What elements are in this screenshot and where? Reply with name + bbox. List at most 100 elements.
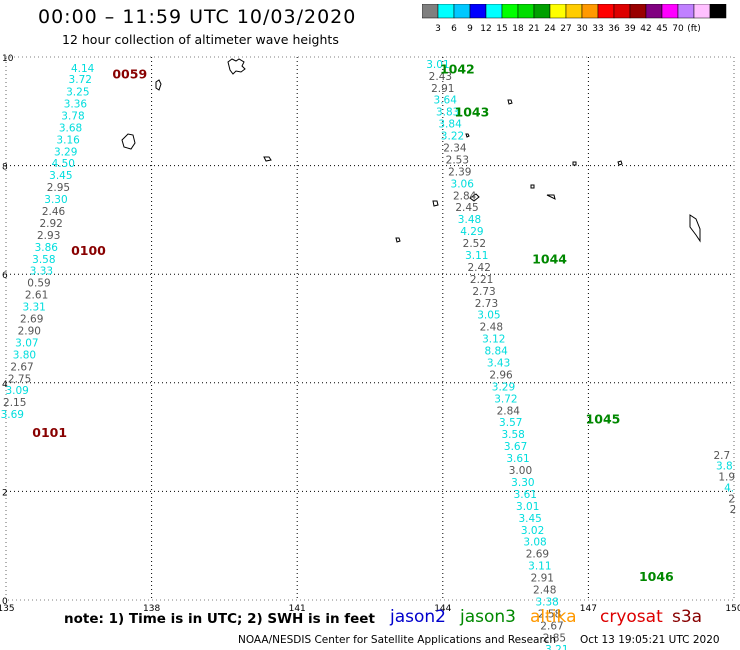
wave-height-label: 2.69 (20, 314, 43, 326)
y-tick-label: 8 (2, 163, 8, 173)
footer-note: note: 1) Time is in UTC; 2) SWH is in fe… (64, 611, 375, 627)
coastline (507, 99, 513, 105)
wave-height-label: 3.78 (61, 110, 84, 122)
credit-text: NOAA/NESDIS Center for Satellite Applica… (238, 634, 556, 646)
x-tick-label: 141 (289, 604, 306, 614)
wave-height-label: 2.53 (446, 154, 469, 166)
wave-height-label: 0.59 (27, 278, 50, 290)
satellite-legend-item: jason3 (460, 607, 516, 627)
wave-height-label: 3.08 (523, 537, 546, 549)
coastline (689, 214, 701, 243)
wave-height-label: 4. (724, 482, 734, 494)
colorbar-label: 70 (672, 24, 684, 34)
x-tick-label: 144 (434, 604, 451, 614)
wave-height-label: 4.14 (71, 63, 95, 75)
coastline (121, 133, 136, 150)
wave-height-label: 3.07 (15, 337, 38, 349)
coastline (227, 58, 246, 75)
wave-height-label: 3.00 (509, 465, 532, 477)
wave-height-label: 3.80 (13, 349, 36, 361)
wave-height-label: 3.58 (501, 429, 524, 441)
wave-height-label: 3.16 (56, 134, 80, 146)
wave-height-label: 2.67 (10, 361, 33, 373)
wave-height-label: 3.12 (482, 334, 505, 346)
colorbar-label: 27 (560, 24, 571, 34)
wave-height-label: 3.45 (518, 513, 541, 525)
chart-title: 00:00 – 11:59 UTC 10/03/2020 (38, 6, 357, 28)
coastline (432, 200, 439, 207)
wave-height-label: 3.83 (436, 107, 459, 119)
wave-height-label: 2.15 (3, 397, 26, 409)
coastline (469, 193, 480, 202)
wave-height-label: 2.39 (448, 166, 471, 178)
x-tick-label: 147 (580, 604, 597, 614)
wave-height-label: 2 (728, 493, 735, 505)
wave-height-label: 3.22 (441, 131, 464, 143)
wave-height-label: 3.21 (545, 644, 568, 650)
wave-height-label: 3.38 (535, 596, 558, 608)
satellite-legend-item: cryosat (600, 607, 663, 627)
track-time-label: 1046 (639, 569, 674, 584)
x-tick-label: 150 (725, 604, 740, 614)
colorbar-label: 3 (435, 24, 441, 34)
colorbar-label: (ft) (687, 24, 701, 34)
wave-height-label: 2.75 (8, 373, 31, 385)
wave-height-label: 3.68 (59, 122, 82, 134)
wave-height-label: 3.43 (487, 358, 510, 370)
wave-height-label: 2.46 (42, 206, 66, 218)
wave-height-label: 3.61 (506, 453, 529, 465)
coastline (155, 79, 162, 91)
wave-height-label: 2.61 (25, 290, 48, 302)
wave-height-label: 2.96 (489, 369, 513, 381)
x-tick-label: 135 (0, 604, 15, 614)
colorbar-label: 30 (576, 24, 588, 34)
wave-height-label: 3.48 (458, 214, 481, 226)
colorbar-label: 36 (608, 24, 620, 34)
track-time-label: 1045 (586, 412, 621, 427)
wave-height-label: 3.72 (69, 74, 92, 86)
wave-height-label: 3.84 (438, 119, 462, 131)
track-time-label: 0100 (71, 243, 106, 258)
track-time-label: 0059 (112, 67, 147, 82)
wave-height-label: 2.69 (526, 549, 549, 561)
coastline (617, 160, 623, 166)
track-time-label: 1044 (532, 251, 567, 266)
wave-height-label: 3.29 (54, 146, 77, 158)
wave-height-label: 3.06 (451, 178, 475, 190)
satellite-legend-item: altika (530, 607, 577, 627)
plot-frame (5, 56, 735, 601)
wave-height-label: 4.29 (460, 226, 483, 238)
wave-height-label: 2.91 (431, 83, 454, 95)
y-tick-label: 6 (2, 271, 8, 281)
wave-height-label: 3.61 (514, 489, 537, 501)
wave-height-label: 2.42 (468, 262, 491, 274)
track-time-label: 1043 (455, 105, 490, 120)
track-time-label: 0101 (32, 425, 67, 440)
wave-height-label: 1.9 (718, 472, 735, 484)
wave-height-label: 2.91 (531, 573, 554, 585)
wave-height-label: 3.25 (66, 87, 89, 99)
wave-height-label: 8.84 (484, 346, 508, 358)
wave-height-label: 3.01 (516, 501, 539, 513)
wave-height-label: 3.01 (426, 59, 449, 71)
wave-height-label: 3.67 (504, 441, 527, 453)
coastline (465, 133, 470, 138)
wave-height-label: 3.72 (494, 393, 517, 405)
wave-height-label: 3.09 (5, 385, 28, 397)
wave-height-label: 2.93 (37, 230, 60, 242)
wave-height-label: 2 (730, 504, 737, 516)
wave-height-label: 2.48 (480, 322, 503, 334)
wave-height-label: 2.92 (39, 218, 62, 230)
wave-height-label: 2.73 (475, 298, 498, 310)
wave-height-label: 2.84 (453, 190, 477, 202)
colorbar-label: 33 (592, 24, 603, 34)
wave-height-label: 2.58 (538, 608, 561, 620)
coastline (263, 156, 272, 162)
wave-height-label: 3.30 (44, 194, 67, 206)
wave-height-label: 3.29 (492, 381, 515, 393)
wave-height-label: 3.69 (1, 409, 24, 421)
colorbar-swatch (709, 4, 727, 19)
colorbar-label: 21 (528, 24, 539, 34)
wave-height-label: 2.90 (18, 325, 41, 337)
